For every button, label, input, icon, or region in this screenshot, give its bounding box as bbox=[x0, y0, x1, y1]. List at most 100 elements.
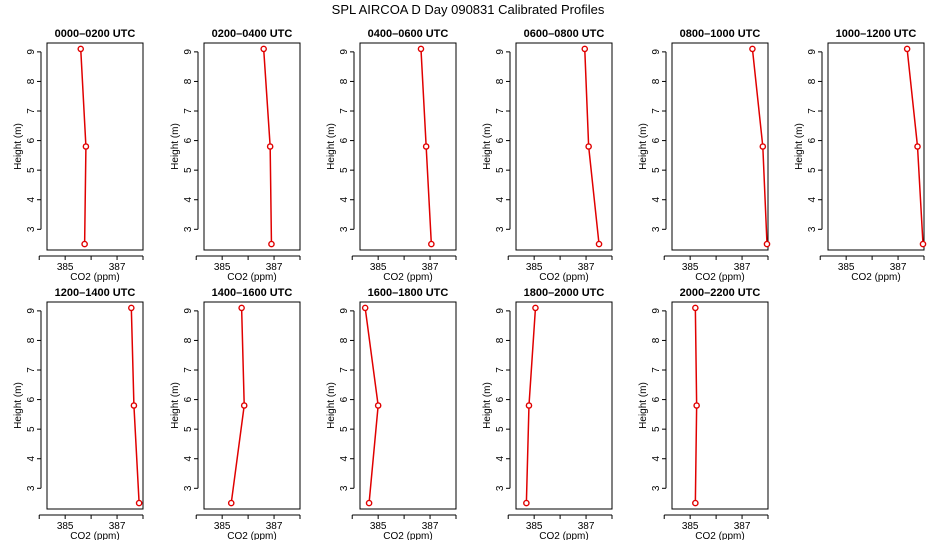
data-point bbox=[135, 499, 143, 507]
y-tick-label: 9 bbox=[495, 49, 506, 55]
y-axis-label: Height (m) bbox=[794, 123, 805, 170]
y-tick-label: 8 bbox=[651, 337, 662, 343]
panel-title: 0800–1000 UTC bbox=[680, 28, 761, 40]
y-tick-label: 5 bbox=[651, 167, 662, 173]
plot-frame bbox=[203, 42, 301, 251]
y-tick-label: 5 bbox=[183, 426, 194, 432]
data-point bbox=[82, 143, 90, 150]
data-point bbox=[693, 402, 700, 409]
plot-frame bbox=[671, 42, 769, 251]
y-tick-label: 3 bbox=[183, 485, 194, 491]
y-tick-label: 8 bbox=[183, 78, 194, 84]
data-point bbox=[374, 402, 382, 409]
panel-3: 0400–0600 UTC 3 4 5 6 7 8 9 Height (m) 385 387CO2 … bbox=[326, 28, 457, 283]
y-tick-label: 6 bbox=[183, 137, 194, 143]
panel-title: 0200–0400 UTC bbox=[212, 28, 293, 40]
y-tick-label: 3 bbox=[495, 485, 506, 491]
x-tick-label: 387 bbox=[422, 262, 439, 273]
y-tick-label: 4 bbox=[26, 197, 37, 203]
y-tick-label: 6 bbox=[339, 396, 350, 402]
y-tick-label: 4 bbox=[651, 197, 662, 203]
y-tick-label: 4 bbox=[26, 456, 37, 462]
y-tick-label: 7 bbox=[183, 108, 194, 114]
panel-title: 1800–2000 UTC bbox=[524, 287, 605, 299]
panel-title: 0600–0800 UTC bbox=[524, 28, 605, 40]
data-point bbox=[77, 45, 85, 53]
y-tick-label: 3 bbox=[339, 485, 350, 491]
panel-title: 1600–1800 UTC bbox=[368, 287, 449, 299]
data-point bbox=[585, 143, 592, 150]
panel-9: 1600–1800 UTC 3 4 5 6 7 8 9 Height (m) 385 387CO2 … bbox=[326, 287, 457, 540]
y-tick-label: 5 bbox=[26, 167, 37, 173]
data-point bbox=[365, 499, 373, 507]
data-point bbox=[692, 499, 699, 507]
panel-title: 1400–1600 UTC bbox=[212, 287, 293, 299]
plot-frame bbox=[515, 301, 613, 510]
y-tick-label: 4 bbox=[183, 456, 194, 462]
x-tick-label: 387 bbox=[109, 262, 126, 273]
y-tick-label: 3 bbox=[26, 485, 37, 491]
data-point bbox=[428, 240, 435, 248]
x-tick-label: 385 bbox=[526, 262, 543, 273]
panel-8: 1400–1600 UTC 3 4 5 6 7 8 9 Height (m) 385 387CO2 … bbox=[170, 287, 301, 540]
data-point bbox=[903, 45, 911, 53]
x-tick-label: 387 bbox=[890, 262, 907, 273]
x-axis-label: CO2 (ppm) bbox=[70, 272, 119, 283]
panel-title: 1200–1400 UTC bbox=[55, 287, 136, 299]
y-tick-label: 6 bbox=[651, 137, 662, 143]
y-tick-label: 9 bbox=[26, 308, 37, 314]
y-tick-label: 9 bbox=[339, 308, 350, 314]
data-point bbox=[130, 402, 138, 409]
y-tick-label: 3 bbox=[651, 485, 662, 491]
y-tick-label: 4 bbox=[183, 197, 194, 203]
y-tick-label: 4 bbox=[495, 197, 506, 203]
data-point bbox=[260, 45, 267, 53]
y-tick-label: 9 bbox=[651, 308, 662, 314]
y-tick-label: 4 bbox=[495, 456, 506, 462]
panel-title: 0400–0600 UTC bbox=[368, 28, 449, 40]
x-tick-label: 387 bbox=[266, 262, 283, 273]
x-axis-label: CO2 (ppm) bbox=[383, 272, 432, 283]
y-tick-label: 6 bbox=[651, 396, 662, 402]
y-tick-label: 4 bbox=[339, 456, 350, 462]
y-tick-label: 9 bbox=[26, 49, 37, 55]
y-tick-label: 6 bbox=[183, 396, 194, 402]
y-tick-label: 6 bbox=[807, 137, 818, 143]
x-axis-label: CO2 (ppm) bbox=[539, 272, 588, 283]
y-tick-label: 5 bbox=[339, 426, 350, 432]
x-axis-label: CO2 (ppm) bbox=[851, 272, 900, 283]
data-point bbox=[759, 143, 767, 150]
x-tick-label: 387 bbox=[266, 521, 283, 532]
x-axis-label: CO2 (ppm) bbox=[695, 531, 744, 540]
y-tick-label: 5 bbox=[26, 426, 37, 432]
y-tick-label: 4 bbox=[807, 197, 818, 203]
y-tick-label: 7 bbox=[651, 108, 662, 114]
data-point bbox=[240, 402, 248, 409]
y-tick-label: 8 bbox=[26, 337, 37, 343]
y-tick-label: 5 bbox=[495, 167, 506, 173]
x-axis-label: CO2 (ppm) bbox=[695, 272, 744, 283]
data-point bbox=[81, 240, 88, 248]
y-tick-label: 8 bbox=[807, 78, 818, 84]
y-tick-label: 8 bbox=[495, 337, 506, 343]
x-tick-label: 385 bbox=[57, 521, 74, 532]
x-tick-label: 385 bbox=[214, 262, 231, 273]
data-point bbox=[595, 240, 603, 248]
panel-2: 0200–0400 UTC 3 4 5 6 7 8 9 Height (m) 385 387CO2 … bbox=[170, 28, 301, 283]
x-tick-label: 385 bbox=[838, 262, 855, 273]
plot-frame bbox=[46, 301, 144, 510]
x-axis-label: CO2 (ppm) bbox=[227, 272, 276, 283]
y-tick-label: 6 bbox=[495, 137, 506, 143]
y-tick-label: 9 bbox=[651, 49, 662, 55]
y-axis-label: Height (m) bbox=[13, 123, 24, 170]
y-axis-label: Height (m) bbox=[482, 382, 493, 429]
y-tick-label: 8 bbox=[26, 78, 37, 84]
data-point bbox=[266, 143, 274, 150]
y-tick-label: 3 bbox=[807, 226, 818, 232]
x-tick-label: 387 bbox=[109, 521, 126, 532]
data-point bbox=[532, 304, 539, 312]
x-tick-label: 385 bbox=[57, 262, 74, 273]
y-tick-label: 4 bbox=[651, 456, 662, 462]
panel-10: 1800–2000 UTC 3 4 5 6 7 8 9 Height (m) 385 387CO2 … bbox=[482, 287, 613, 540]
data-point bbox=[268, 240, 275, 248]
